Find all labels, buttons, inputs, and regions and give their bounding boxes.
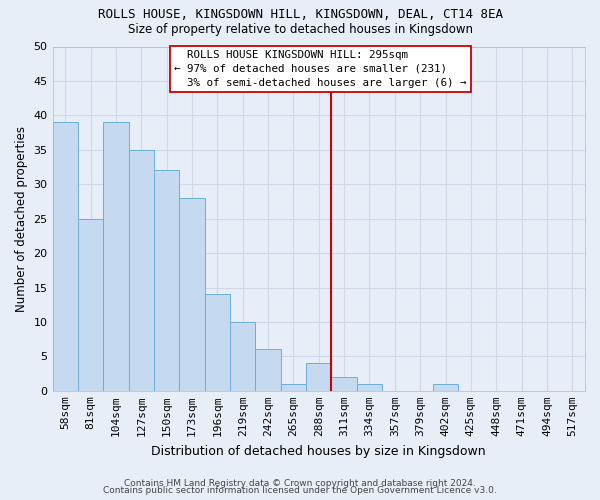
Bar — [331, 377, 357, 391]
Bar — [433, 384, 458, 391]
Bar — [78, 218, 103, 391]
Text: ROLLS HOUSE KINGSDOWN HILL: 295sqm
← 97% of detached houses are smaller (231)
  : ROLLS HOUSE KINGSDOWN HILL: 295sqm ← 97%… — [174, 50, 467, 88]
Bar — [53, 122, 78, 391]
Bar — [154, 170, 179, 391]
Bar — [103, 122, 128, 391]
Bar — [306, 364, 331, 391]
X-axis label: Distribution of detached houses by size in Kingsdown: Distribution of detached houses by size … — [151, 444, 486, 458]
Bar — [205, 294, 230, 391]
Y-axis label: Number of detached properties: Number of detached properties — [15, 126, 28, 312]
Bar — [179, 198, 205, 391]
Bar — [128, 150, 154, 391]
Text: Contains HM Land Registry data © Crown copyright and database right 2024.: Contains HM Land Registry data © Crown c… — [124, 478, 476, 488]
Bar — [281, 384, 306, 391]
Bar — [357, 384, 382, 391]
Text: ROLLS HOUSE, KINGSDOWN HILL, KINGSDOWN, DEAL, CT14 8EA: ROLLS HOUSE, KINGSDOWN HILL, KINGSDOWN, … — [97, 8, 503, 20]
Text: Contains public sector information licensed under the Open Government Licence v3: Contains public sector information licen… — [103, 486, 497, 495]
Bar — [256, 350, 281, 391]
Text: Size of property relative to detached houses in Kingsdown: Size of property relative to detached ho… — [128, 22, 473, 36]
Bar — [230, 322, 256, 391]
